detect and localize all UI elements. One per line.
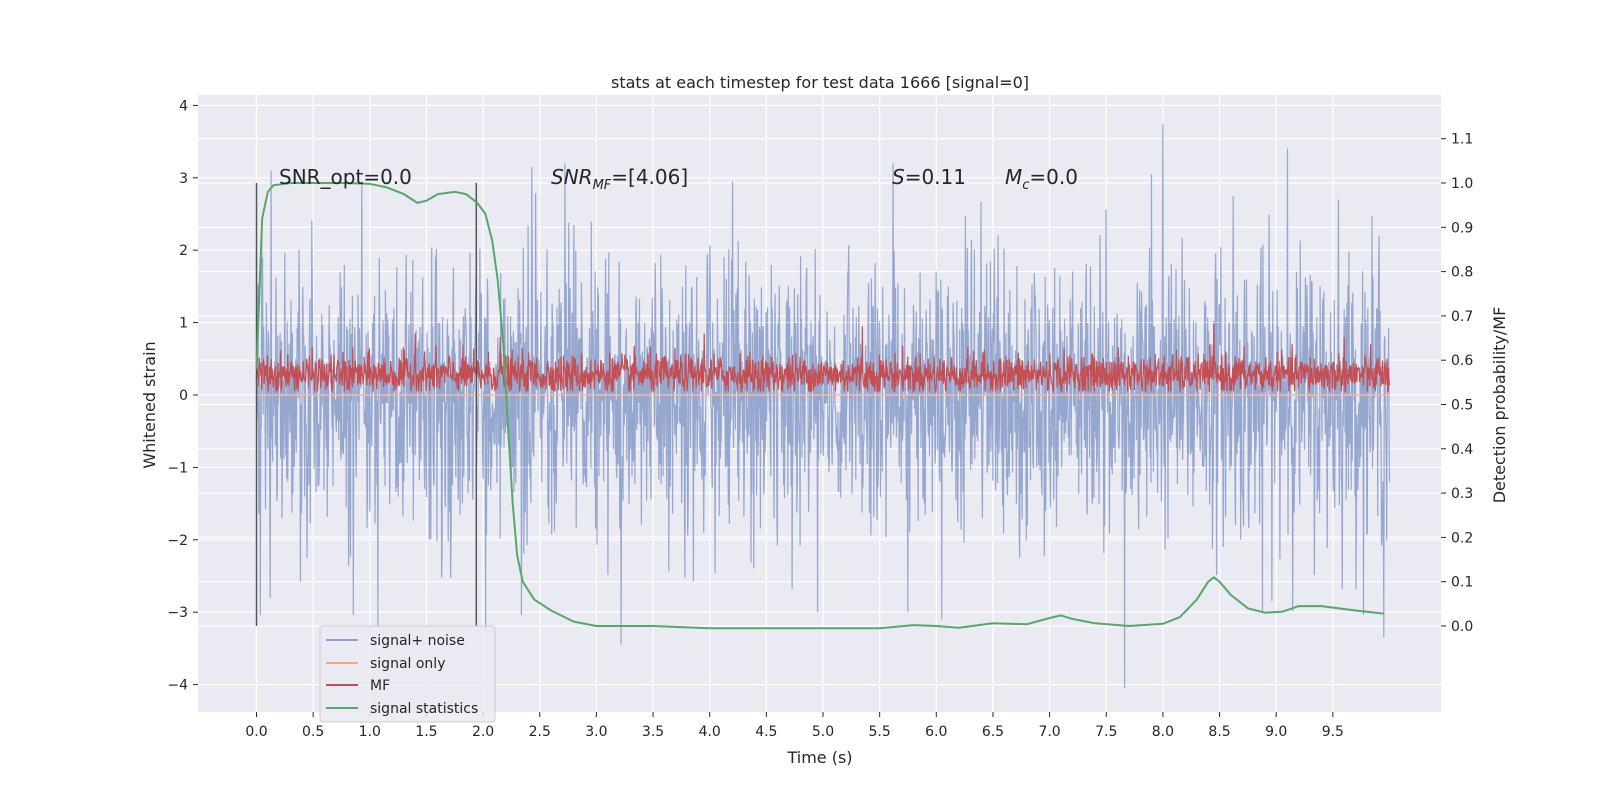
legend-box bbox=[319, 625, 496, 723]
x-tick-label: 6.0 bbox=[925, 724, 947, 740]
x-tick-label: 9.5 bbox=[1322, 724, 1344, 740]
annotations: SNR_opt=0.0 SNRMF=[4.06] S=0.11 Mc=0.0 bbox=[279, 165, 1078, 193]
x-tick-label: 7.5 bbox=[1095, 724, 1117, 740]
annotation-mc: Mc=0.0 bbox=[1005, 165, 1078, 193]
x-axis-label: Time (s) bbox=[786, 748, 852, 767]
y-tick-label: −3 bbox=[167, 605, 188, 621]
x-tick-label: 3.0 bbox=[585, 724, 607, 740]
series-mf bbox=[255, 323, 1391, 394]
y2-tick-label: 0.6 bbox=[1451, 353, 1473, 369]
y2-tick-label: 0.3 bbox=[1451, 486, 1473, 502]
x-tick-label: 1.0 bbox=[359, 724, 381, 740]
y2-tick-label: 0.5 bbox=[1451, 398, 1473, 414]
annotation-snr-mf: SNRMF=[4.06] bbox=[551, 165, 688, 193]
y2-tick-label: 0.8 bbox=[1451, 265, 1473, 281]
s-value: =0.11 bbox=[905, 165, 966, 189]
x-tick-label: 2.5 bbox=[529, 724, 551, 740]
y-tick-label: −4 bbox=[167, 678, 188, 694]
y-tick-label: 3 bbox=[179, 171, 188, 187]
axes: 0.0 0.5 1.0 1.5 2.0 2.5 3.0 3.5 4.0 4.5 5.0 5.5 6.0 6… bbox=[167, 98, 1473, 740]
x-tick-label: 9.0 bbox=[1265, 724, 1287, 740]
x-tick-label: 8.0 bbox=[1152, 724, 1174, 740]
x-tick-label: 4.5 bbox=[755, 724, 777, 740]
y2-tick-label: 1.1 bbox=[1451, 132, 1473, 148]
y-tick-label: 2 bbox=[179, 243, 188, 259]
snr-mf-value: =[4.06] bbox=[611, 165, 688, 189]
y2-tick-label: 0.1 bbox=[1451, 575, 1473, 591]
x-tick-label: 7.0 bbox=[1038, 724, 1060, 740]
x-tick-label: 0.5 bbox=[302, 724, 324, 740]
x-tick-label: 1.5 bbox=[415, 724, 437, 740]
y-tick-label: 4 bbox=[179, 98, 188, 114]
y2-tick-label: 0.4 bbox=[1451, 442, 1473, 458]
y-tick-label: 0 bbox=[179, 388, 188, 404]
y-tick-label: −1 bbox=[167, 460, 188, 476]
legend-label-signal-noise: signal+ noise bbox=[370, 633, 465, 649]
x-tick-label: 4.0 bbox=[699, 724, 721, 740]
x-tick-label: 2.0 bbox=[472, 724, 494, 740]
y2-tick-label: 0.7 bbox=[1451, 309, 1473, 325]
x-tick-label: 5.5 bbox=[869, 724, 891, 740]
y-axis-label: Whitened strain bbox=[140, 341, 159, 468]
x-tick-label: 0.0 bbox=[245, 724, 267, 740]
annotation-snr-opt: SNR_opt=0.0 bbox=[279, 165, 412, 189]
y2-axis-label: Detection probability/MF bbox=[1490, 307, 1509, 504]
mc-symbol: M bbox=[1005, 165, 1022, 189]
y2-tick-label: 1.0 bbox=[1451, 176, 1473, 192]
x-tick-label: 6.5 bbox=[982, 724, 1004, 740]
x-tick-label: 8.5 bbox=[1208, 724, 1230, 740]
legend: signal+ noise signal only MF signal stat… bbox=[319, 625, 496, 723]
y-tick-label: 1 bbox=[179, 316, 188, 332]
snr-mf-symbol: SNR bbox=[551, 165, 593, 189]
legend-label-signal-only: signal only bbox=[370, 656, 445, 672]
y2-tick-label: 0.9 bbox=[1451, 220, 1473, 236]
s-symbol: S bbox=[892, 165, 905, 189]
series-signal-statistics bbox=[255, 182, 1384, 630]
snr-mf-subscript: MF bbox=[593, 178, 612, 193]
y2-tick-label: 0.0 bbox=[1451, 619, 1473, 635]
plot-area bbox=[198, 123, 1441, 689]
y-tick-label: −2 bbox=[167, 533, 188, 549]
annotation-s: S=0.11 bbox=[892, 165, 966, 189]
legend-label-mf: MF bbox=[370, 678, 390, 694]
x-tick-label: 5.0 bbox=[812, 724, 834, 740]
y2-tick-label: 0.2 bbox=[1451, 530, 1473, 546]
mc-value: =0.0 bbox=[1029, 165, 1078, 189]
x-tick-label: 3.5 bbox=[642, 724, 664, 740]
chart-title: stats at each timestep for test data 166… bbox=[611, 73, 1029, 92]
mc-subscript: c bbox=[1022, 178, 1029, 193]
legend-label-signal-statistics: signal statistics bbox=[370, 701, 478, 717]
series-signal-noise bbox=[255, 123, 1391, 689]
